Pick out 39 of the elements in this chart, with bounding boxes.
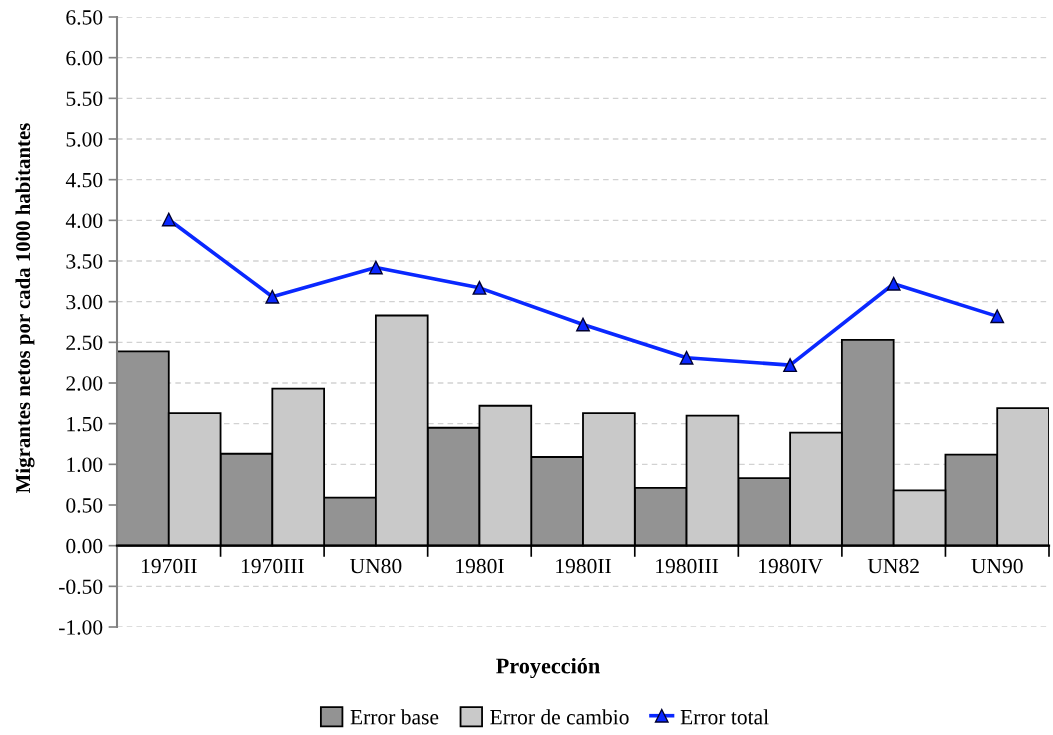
y-tick-label: 6.50	[66, 10, 103, 25]
y-tick-label: 4.50	[65, 172, 103, 188]
y-tick-label: 2.00	[66, 376, 103, 391]
point	[368, 260, 383, 275]
point	[472, 280, 487, 295]
y-tick-label: 3.50	[66, 254, 103, 269]
point	[576, 317, 590, 332]
x-tick-label: UN82	[867, 558, 919, 574]
y-tick-label: -0.50	[59, 579, 103, 595]
point	[783, 358, 798, 373]
y-tick-label: 6.00	[66, 50, 103, 66]
y-tick-label: 4.00	[65, 213, 103, 229]
point	[990, 309, 1005, 324]
point	[886, 276, 901, 291]
legend-label: Error de cambio	[490, 709, 629, 725]
y-axis-title: Migrantes netos por cada 1000 habitantes	[15, 123, 35, 493]
y-tick-label: 3.00	[66, 294, 103, 310]
y-tick-label: 5.00	[66, 132, 103, 147]
point	[679, 350, 694, 365]
point	[161, 212, 176, 227]
x-tick-label: 1980IV	[759, 558, 823, 574]
y-tick-label: 0.00	[66, 538, 103, 554]
y-tick-label: 2.50	[66, 335, 103, 351]
x-tick-label: 1970III	[241, 558, 304, 574]
legend-label: Error total	[680, 709, 769, 725]
x-tick-label: 1980III	[656, 558, 719, 574]
x-tick-label: 1980I	[456, 558, 504, 574]
x-axis-title: Proyección	[496, 657, 600, 679]
y-tick-label: 0.50	[66, 498, 103, 513]
x-tick-label: 1970II	[141, 558, 197, 574]
y-tick-label: 1.50	[67, 416, 103, 432]
y-tick-label: 5.50	[66, 91, 103, 107]
y-tick-label: 1.00	[67, 457, 103, 473]
x-tick-label: 1980II	[556, 558, 611, 574]
legend-label: Error base	[350, 709, 439, 725]
point	[265, 289, 280, 304]
x-tick-label: UN80	[350, 558, 402, 574]
y-tick-label: -1.00	[59, 620, 103, 635]
x-tick-label: UN90	[971, 558, 1023, 574]
